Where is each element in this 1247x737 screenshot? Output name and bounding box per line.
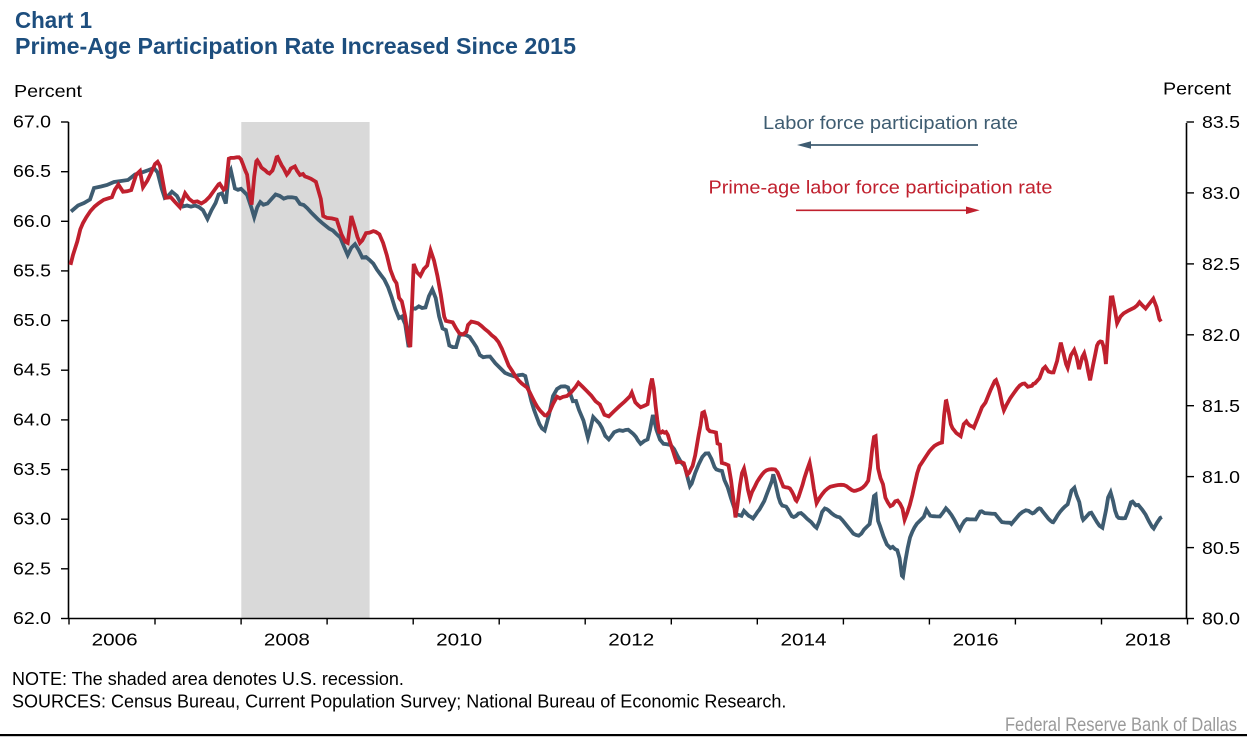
svg-text:2006: 2006: [92, 629, 138, 649]
svg-text:2014: 2014: [781, 629, 827, 649]
svg-text:2012: 2012: [608, 629, 654, 649]
svg-text:67.0: 67.0: [13, 112, 51, 132]
svg-text:Federal Reserve Bank of Dallas: Federal Reserve Bank of Dallas: [1005, 714, 1237, 736]
svg-text:2016: 2016: [953, 629, 999, 649]
svg-text:63.5: 63.5: [13, 459, 51, 479]
svg-text:Percent: Percent: [1163, 79, 1231, 99]
svg-text:83.5: 83.5: [1202, 112, 1240, 132]
svg-text:Percent: Percent: [14, 81, 82, 101]
svg-text:65.5: 65.5: [13, 260, 51, 280]
svg-text:64.5: 64.5: [13, 360, 51, 380]
svg-text:80.0: 80.0: [1202, 609, 1240, 629]
svg-text:83.0: 83.0: [1202, 183, 1240, 203]
svg-text:NOTE: The shaded area denotes: NOTE: The shaded area denotes U.S. reces…: [12, 669, 404, 689]
svg-text:66.5: 66.5: [13, 161, 51, 181]
svg-text:62.0: 62.0: [13, 608, 51, 628]
svg-text:62.5: 62.5: [13, 558, 51, 578]
svg-text:2008: 2008: [264, 629, 310, 649]
svg-text:63.0: 63.0: [13, 509, 51, 529]
svg-text:Chart 1: Chart 1: [15, 7, 92, 33]
svg-text:Prime-Age Participation Rate I: Prime-Age Participation Rate Increased S…: [15, 33, 576, 59]
svg-text:81.5: 81.5: [1202, 396, 1240, 416]
svg-text:82.5: 82.5: [1202, 254, 1240, 274]
svg-text:SOURCES: Census Bureau, Curren: SOURCES: Census Bureau, Current Populati…: [12, 692, 786, 712]
svg-text:Prime-age labor force particip: Prime-age labor force participation rate: [709, 178, 1053, 198]
svg-text:81.0: 81.0: [1202, 467, 1240, 487]
svg-text:2010: 2010: [436, 629, 482, 649]
svg-text:82.0: 82.0: [1202, 325, 1240, 345]
svg-text:64.0: 64.0: [13, 409, 51, 429]
svg-text:66.0: 66.0: [13, 211, 51, 231]
svg-text:80.5: 80.5: [1202, 538, 1240, 558]
svg-text:65.0: 65.0: [13, 310, 51, 330]
svg-text:2018: 2018: [1125, 629, 1171, 649]
svg-text:Labor force participation rate: Labor force participation rate: [763, 113, 1018, 133]
